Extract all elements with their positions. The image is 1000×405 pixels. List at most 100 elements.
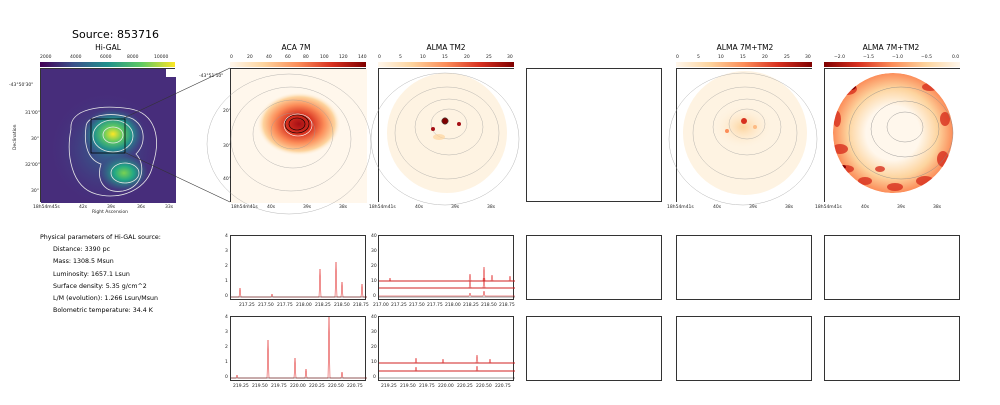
x-tick: 219.50 [400, 384, 416, 389]
higal-colorbar-ticks: 2000 4000 6000 8000 10000 [40, 55, 175, 61]
y-tick: 3 [225, 249, 228, 254]
param-lm-evolution: L/M (evolution): 1.266 Lsun/Msun [53, 295, 158, 303]
x-tick: 18h54m41s [815, 205, 842, 210]
cbar-tick: 80 [303, 55, 309, 60]
x-tick: 38s [339, 205, 348, 210]
y-tick: 30 [371, 330, 377, 335]
y-tick: 4 [225, 315, 228, 320]
cbar-tick: 6000 [100, 55, 112, 60]
x-tick: 18h54m41s [369, 205, 396, 210]
cbar-tick: 0.0 [952, 55, 960, 60]
x-tick: 220.00 [290, 384, 306, 389]
cbar-tick: 15 [442, 55, 448, 60]
cbar-tick: 20 [762, 55, 768, 60]
higal-xlabel: Right Ascension [92, 210, 128, 215]
param-mass: Mass: 1308.5 Msun [53, 258, 114, 266]
x-tick: 218.00 [445, 303, 461, 308]
cbar-tick: −1.0 [892, 55, 903, 60]
y-tick: 40 [371, 315, 377, 320]
y-tick: -43°50'30" [9, 83, 34, 88]
x-tick: 39s [107, 205, 116, 210]
cbar-tick: 5 [697, 55, 700, 60]
source-title: Source: 853716 [72, 28, 159, 41]
x-tick: 33s [165, 205, 174, 210]
cbar-tick: 2000 [40, 55, 52, 60]
x-tick: 218.50 [334, 303, 350, 308]
x-tick: 220.00 [438, 384, 454, 389]
y-tick: 4 [225, 234, 228, 239]
cbar-tick: 0 [230, 55, 233, 60]
cbar-tick: 40 [266, 55, 272, 60]
param-surface-density: Surface density: 5.35 g/cm^2 [53, 282, 147, 290]
x-tick: 18h54m41s [667, 205, 694, 210]
x-tick: 219.50 [252, 384, 268, 389]
cbar-tick: 10 [718, 55, 724, 60]
x-tick: 220.50 [476, 384, 492, 389]
higal-title: Hi-GAL [95, 43, 121, 52]
higal-colorbar [40, 62, 175, 67]
x-tick: 40s [713, 205, 722, 210]
y-tick: 40" [223, 177, 231, 182]
cbar-tick: 5 [399, 55, 402, 60]
param-bolometric-temperature: Bolometric temperature: 34.4 K [53, 307, 153, 315]
x-tick: 220.25 [309, 384, 325, 389]
aca7m-title: ACA 7M [281, 43, 311, 52]
alma7mtm2-b-colorbar-ticks: −2.0 −1.5 −1.0 −0.5 0.0 [824, 55, 960, 61]
cbar-tick: 8000 [127, 55, 139, 60]
higal-ylabel: Declination [13, 124, 18, 150]
x-tick: 219.75 [419, 384, 435, 389]
x-tick: 40s [861, 205, 870, 210]
y-tick: 2 [225, 345, 228, 350]
y-tick: 30" [223, 144, 231, 149]
x-tick: 39s [749, 205, 758, 210]
y-tick: 40 [371, 234, 377, 239]
y-tick: 30 [371, 249, 377, 254]
y-tick: 20" [223, 109, 231, 114]
x-tick: 42s [79, 205, 88, 210]
x-tick: 220.50 [328, 384, 344, 389]
x-tick: 220.75 [495, 384, 511, 389]
x-tick: 40s [415, 205, 424, 210]
higal-image: -43°50'30" 31'00" 30" 32'00" 30" 18h54m4… [9, 68, 176, 210]
alma7mtm2-title: ALMA 7M+TM2 [716, 43, 774, 52]
x-tick: 217.75 [277, 303, 293, 308]
alma7mtm2-colorbar-ticks: 0 5 10 15 20 25 30 [676, 55, 812, 61]
cbar-tick: −2.0 [834, 55, 845, 60]
y-tick: -43°51'10" [199, 74, 224, 79]
empty-image-panel [526, 68, 662, 202]
alma7mtm2-image: 18h54m41s 40s 39s 38s [667, 68, 818, 210]
spectrum-row1-aca: 4 3 2 1 0 217.25 217.50 217.75 218.00 21… [225, 234, 369, 308]
x-tick: 18h54m41s [231, 205, 258, 210]
x-tick: 217.25 [391, 303, 407, 308]
y-tick: 31'00" [25, 111, 40, 116]
cbar-tick: 20 [464, 55, 470, 60]
x-tick: 36s [137, 205, 146, 210]
alma7mtm2-b-image: 18h54m41s 40s 39s 38s [815, 68, 961, 210]
y-tick: 32'00" [25, 163, 40, 168]
spectrum-row2-alma: 40 30 20 10 0 219.25 219.50 219.75 220.0… [371, 315, 515, 389]
empty-spectrum-panel [526, 235, 662, 300]
y-tick: 0 [225, 294, 228, 299]
x-tick: 219.25 [233, 384, 249, 389]
y-tick: 10 [371, 360, 377, 365]
y-tick: 3 [225, 330, 228, 335]
cbar-tick: 60 [285, 55, 291, 60]
cbar-tick: −1.5 [863, 55, 874, 60]
x-tick: 39s [303, 205, 312, 210]
x-tick: 38s [487, 205, 496, 210]
empty-spectrum-panel [526, 316, 662, 381]
x-tick: 38s [933, 205, 942, 210]
aca7m-colorbar-ticks: 0 20 40 60 80 100 120 140 [230, 55, 367, 61]
y-tick: 1 [225, 360, 228, 365]
x-tick: 217.00 [373, 303, 389, 308]
cbar-tick: 140 [358, 55, 367, 60]
cbar-tick: 4000 [70, 55, 82, 60]
y-tick: 20 [371, 264, 377, 269]
x-tick: 39s [897, 205, 906, 210]
almatm2-image: 18h54m41s 40s 39s 38s [369, 68, 520, 210]
cbar-tick: 20 [247, 55, 253, 60]
y-tick: 1 [225, 279, 228, 284]
param-luminosity: Luminosity: 1657.1 Lsun [53, 270, 130, 278]
cbar-tick: 120 [339, 55, 348, 60]
x-tick: 40s [267, 205, 276, 210]
